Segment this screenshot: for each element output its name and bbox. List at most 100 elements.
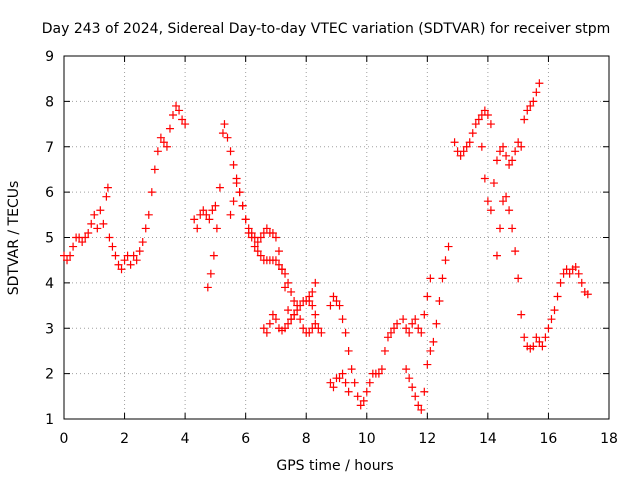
data-point: [169, 110, 177, 119]
data-point: [296, 301, 305, 310]
data-point: [474, 115, 483, 124]
data-point: [108, 242, 117, 251]
x-tick-label: 0: [60, 431, 69, 447]
data-point: [311, 319, 320, 328]
data-point: [353, 392, 362, 401]
y-tick-label: 5: [45, 231, 54, 247]
y-tick-label: 2: [45, 367, 54, 383]
data-point: [405, 374, 414, 383]
data-point: [420, 387, 429, 396]
data-point: [577, 278, 586, 287]
data-point: [541, 333, 550, 342]
data-point: [502, 151, 511, 160]
data-point: [181, 120, 190, 129]
y-tick-label: 9: [45, 49, 54, 65]
data-point: [256, 251, 265, 260]
data-point: [508, 156, 517, 165]
y-axis: 1 2 3 4 5 6 7 8 9: [45, 49, 609, 428]
data-point: [462, 142, 471, 151]
data-point: [520, 333, 529, 342]
y-tick-label: 6: [45, 185, 54, 201]
data-point: [178, 115, 187, 124]
data-point: [465, 138, 474, 147]
data-point: [553, 292, 562, 301]
data-point: [356, 401, 365, 410]
data-point: [535, 79, 544, 88]
data-point: [305, 328, 314, 337]
series-arc-3: [203, 120, 320, 337]
data-point: [296, 315, 305, 324]
data-point: [499, 142, 508, 151]
data-point: [374, 369, 383, 378]
data-point: [435, 297, 444, 306]
data-point: [105, 233, 114, 242]
data-point: [535, 337, 544, 346]
data-point: [150, 165, 159, 174]
data-point: [523, 106, 532, 115]
data-point: [317, 328, 326, 337]
data-point: [268, 228, 277, 237]
data-point: [468, 129, 477, 138]
data-point: [206, 269, 215, 278]
data-point: [565, 269, 574, 278]
data-point: [314, 324, 323, 333]
data-point: [402, 324, 411, 333]
data-point: [103, 183, 112, 192]
data-point: [489, 179, 498, 188]
data-point: [492, 156, 501, 165]
data-point: [153, 147, 162, 156]
data-point: [332, 297, 341, 306]
data-point: [492, 251, 501, 260]
data-point: [262, 224, 271, 233]
data-point: [477, 142, 486, 151]
data-point: [271, 256, 280, 265]
x-tick-label: 8: [302, 431, 311, 447]
data-point: [520, 115, 529, 124]
data-point: [274, 247, 283, 256]
data-point: [393, 319, 402, 328]
data-point: [496, 224, 504, 233]
data-point: [253, 247, 262, 256]
series-arc-2: [190, 201, 220, 233]
data-point: [544, 324, 553, 333]
data-point: [117, 265, 126, 274]
data-point: [256, 233, 265, 242]
x-tick-label: 2: [120, 431, 129, 447]
data-point: [250, 242, 259, 251]
data-point: [347, 365, 356, 374]
data-point: [284, 278, 293, 287]
data-point: [175, 106, 184, 115]
data-point: [405, 328, 414, 337]
data-point: [350, 378, 359, 387]
data-points: [60, 79, 592, 414]
data-point: [241, 215, 250, 224]
data-point: [344, 387, 353, 396]
data-point: [93, 224, 102, 233]
data-point: [338, 369, 347, 378]
series-arc-13: [492, 192, 592, 353]
data-point: [305, 297, 314, 306]
data-point: [480, 106, 489, 115]
data-point: [335, 301, 344, 310]
data-point: [87, 219, 96, 228]
data-point: [365, 378, 374, 387]
data-point: [129, 251, 138, 260]
data-point: [159, 138, 168, 147]
data-point: [380, 346, 389, 355]
data-point: [399, 315, 408, 324]
series-arc-5: [259, 310, 299, 337]
data-point: [329, 383, 338, 392]
data-point: [583, 290, 592, 299]
data-point: [341, 378, 350, 387]
data-point: [517, 142, 526, 151]
data-point: [508, 224, 517, 233]
data-point: [308, 301, 317, 310]
data-point: [450, 138, 459, 147]
data-point: [402, 365, 411, 374]
data-point: [265, 319, 274, 328]
data-point: [311, 278, 320, 287]
data-point: [483, 197, 492, 206]
data-point: [429, 337, 438, 346]
data-point: [226, 210, 235, 219]
